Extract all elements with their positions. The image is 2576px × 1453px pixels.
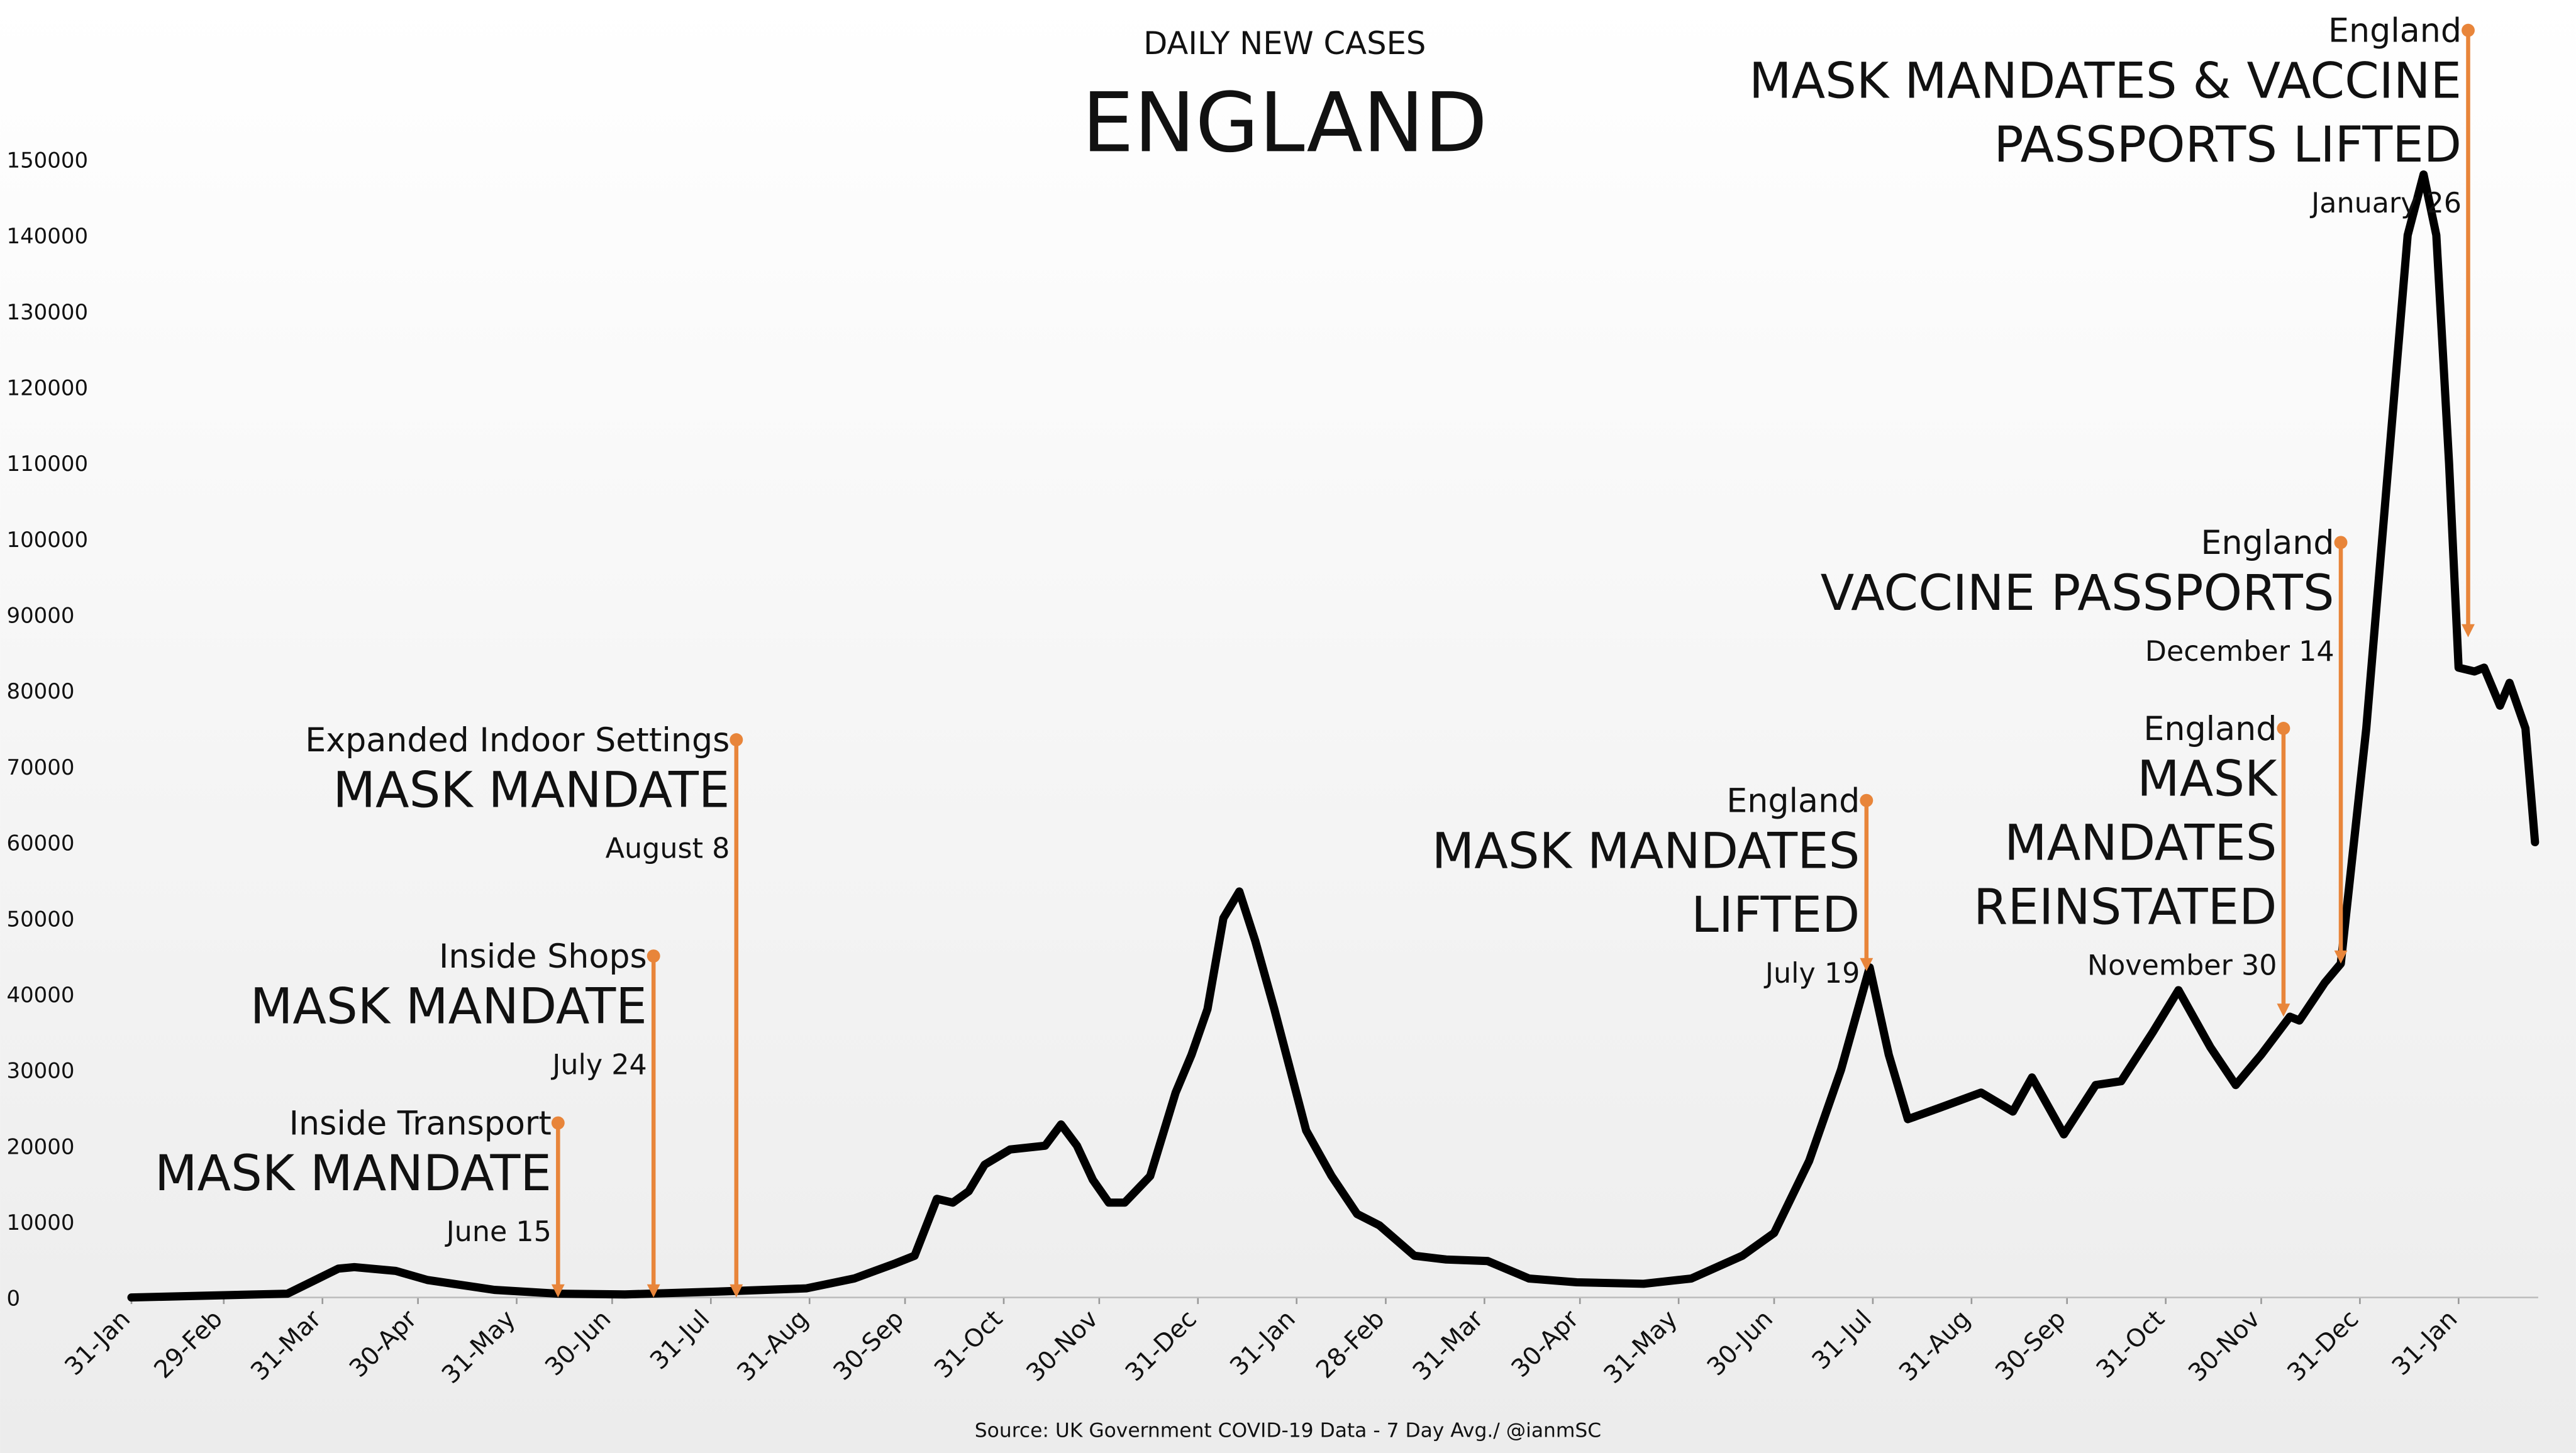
annotation-label: Inside Shops: [439, 938, 647, 976]
y-tick-label: 70000: [6, 755, 74, 780]
annotation-date: December 14: [2145, 636, 2334, 668]
annotation-dot: [551, 1116, 565, 1130]
y-tick-label: 110000: [6, 451, 88, 477]
annotation-arrowhead: [2334, 950, 2348, 964]
annotation-dot: [2334, 536, 2348, 550]
annotation-label: England: [2143, 710, 2277, 748]
annotation-date: June 15: [445, 1216, 552, 1248]
annotation-date: July 19: [1763, 958, 1860, 990]
y-tick-label: 20000: [6, 1134, 74, 1159]
annotation-dot: [2462, 23, 2475, 37]
y-tick-label: 0: [6, 1286, 20, 1312]
y-tick-label: 10000: [6, 1210, 74, 1235]
annotation-title: REINSTATED: [1974, 878, 2277, 936]
annotation-arrowhead: [1860, 958, 1874, 971]
annotation-dot: [647, 949, 660, 963]
series-line: [127, 170, 2540, 1302]
annotation-label: England: [1726, 782, 1860, 820]
y-tick-label: 130000: [6, 300, 88, 325]
annotation-title: PASSPORTS LIFTED: [1994, 116, 2462, 174]
annotation-date: January 26: [2309, 187, 2462, 219]
y-tick-label: 60000: [6, 831, 74, 856]
y-tick-label: 100000: [6, 528, 88, 553]
y-tick-label: 90000: [6, 604, 74, 629]
y-tick-label: 150000: [6, 148, 88, 173]
y-tick-label: 40000: [6, 983, 74, 1008]
annotation-date: November 30: [2087, 949, 2277, 981]
annotation-dot: [1860, 793, 1874, 807]
source-note: Source: UK Government COVID-19 Data - 7 …: [975, 1420, 1601, 1442]
y-tick-label: 140000: [6, 224, 88, 249]
annotation-label: Inside Transport: [289, 1105, 552, 1142]
annotation-date: July 24: [550, 1049, 647, 1081]
annotation-arrowhead: [551, 1284, 565, 1298]
y-tick-label: 50000: [6, 907, 74, 932]
annotation-title: MASK: [2137, 751, 2279, 808]
annotation-title: MASK MANDATES & VACCINE: [1749, 52, 2462, 109]
annotation-arrowhead: [2462, 624, 2475, 638]
annotation-title: VACCINE PASSPORTS: [1821, 565, 2334, 622]
annotation-title: MASK MANDATES: [1432, 822, 1860, 880]
annotation-title: MANDATES: [2004, 814, 2277, 871]
y-tick-label: 120000: [6, 375, 88, 401]
annotation-dot: [2277, 722, 2290, 735]
annotation-title: MASK MANDATE: [250, 978, 647, 1036]
annotation-dot: [730, 733, 743, 747]
y-tick-label: 80000: [6, 679, 74, 704]
annotation-label: England: [2201, 524, 2334, 562]
annotation-arrowhead: [730, 1284, 743, 1298]
chart-subtitle: ENGLAND: [1082, 75, 1487, 170]
y-tick-label: 30000: [6, 1059, 74, 1084]
chart-title: DAILY NEW CASES: [1143, 25, 1426, 62]
annotation-date: August 8: [606, 833, 730, 865]
annotation-label: Expanded Indoor Settings: [305, 722, 730, 760]
annotation-title: MASK MANDATE: [155, 1145, 552, 1202]
annotation-title: MASK MANDATE: [333, 762, 730, 819]
annotation-label: England: [2328, 13, 2462, 50]
annotation-arrowhead: [2277, 1003, 2290, 1017]
annotation-title: LIFTED: [1691, 887, 1860, 944]
annotation-arrowhead: [647, 1284, 660, 1298]
